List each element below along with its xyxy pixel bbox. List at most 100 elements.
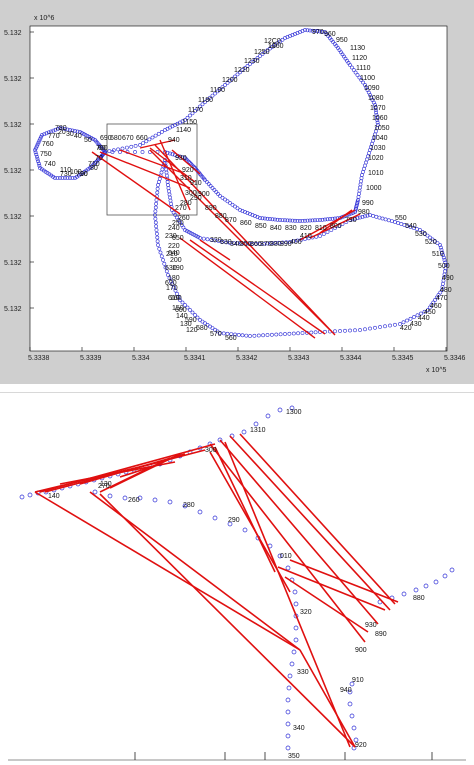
trajectory-point [298, 30, 302, 34]
trajectory-point [33, 148, 37, 152]
trajectory-point [218, 87, 222, 92]
trajectory-point [361, 80, 366, 85]
trajectory-point [182, 503, 188, 509]
trajectory-point [201, 236, 206, 241]
zoom-point-label: 140 [48, 493, 60, 500]
point-label: 200 [170, 257, 182, 264]
trajectory-point [293, 637, 299, 643]
trajectory-point [285, 709, 291, 715]
trajectory-point [441, 253, 445, 257]
zoom-point-label: 290 [228, 517, 240, 524]
trajectory-point [349, 65, 354, 70]
point-label: 790 [345, 217, 357, 224]
zoom-point-label: 280 [183, 502, 195, 509]
connection-line [99, 493, 356, 748]
point-label: 1000 [366, 185, 382, 192]
point-label: 510 [432, 251, 444, 258]
trajectory-point [244, 333, 249, 338]
trajectory-point [270, 44, 275, 49]
point-label: 370 [260, 241, 272, 248]
trajectory-point [325, 230, 330, 234]
trajectory-point [443, 260, 448, 265]
point-label: 100 [70, 169, 82, 176]
trajectory-point [155, 186, 160, 191]
trajectory-point [353, 737, 359, 743]
point-label: 620 [165, 280, 177, 287]
point-label: 40 [74, 133, 82, 140]
trajectory-point [422, 309, 427, 314]
trajectory-point [293, 218, 297, 223]
trajectory-point [205, 98, 210, 102]
connection-line [209, 443, 366, 643]
point-label: 470 [436, 295, 448, 302]
point-label: 270 [175, 205, 187, 212]
trajectory-point [246, 241, 251, 246]
trajectory-point [368, 326, 372, 331]
trajectory-point [278, 39, 282, 44]
point-label: 760 [42, 141, 54, 148]
trajectory-point [200, 319, 205, 324]
trajectory-point [360, 214, 365, 219]
trajectory-point [353, 216, 357, 221]
connection-line [277, 566, 386, 611]
point-label: 10 [268, 43, 276, 50]
connection-line [109, 453, 181, 489]
trajectory-point [347, 689, 353, 695]
trajectory-point [295, 218, 300, 223]
trajectory-point [310, 218, 315, 223]
point-label: 610 [168, 295, 180, 302]
y-tick-label: 5.132 [4, 30, 22, 37]
trajectory-point [343, 328, 347, 333]
trajectory-point [305, 218, 310, 223]
trajectory-point [153, 133, 158, 138]
connection-line [284, 576, 369, 633]
trajectory-point [363, 327, 367, 332]
trajectory-point [49, 129, 53, 134]
trajectory-point [141, 141, 146, 146]
trajectory-point [68, 176, 72, 180]
trajectory-point [158, 250, 163, 255]
trajectory-point [229, 332, 234, 337]
trajectory-point [289, 661, 295, 667]
trajectory-point [375, 120, 380, 125]
point-label: 730 [60, 171, 72, 178]
trajectory-point [285, 35, 290, 39]
connection-line [171, 149, 201, 175]
trajectory-point [75, 129, 80, 134]
point-label: 1170 [188, 107, 203, 114]
trajectory-point [153, 220, 158, 225]
trajectory-point [156, 131, 161, 136]
point-label: 890 [205, 205, 217, 212]
trajectory-point [195, 315, 200, 320]
connection-line [199, 239, 231, 261]
trajectory-point [228, 241, 232, 245]
trajectory-point [388, 323, 392, 328]
trajectory-point [300, 29, 305, 33]
point-label: 1230 [244, 58, 260, 65]
x-tick-label: 5.3341 [184, 355, 206, 362]
point-label: 320 [210, 237, 222, 244]
trajectory-point [423, 583, 429, 589]
trajectory-point [40, 167, 44, 172]
trajectory-point [260, 216, 265, 221]
trajectory-point [433, 579, 439, 585]
trajectory-point [351, 68, 356, 72]
trajectory-point [373, 103, 377, 107]
trajectory-point [248, 212, 252, 216]
trajectory-point [221, 331, 226, 336]
trajectory-point [374, 110, 379, 115]
point-label: 1180 [198, 97, 213, 104]
point-label: 1130 [350, 45, 365, 52]
trajectory-point [449, 567, 455, 573]
trajectory-point [405, 318, 409, 323]
point-label: 12C0 [264, 38, 281, 45]
trajectory-point [235, 241, 240, 246]
trajectory-point [195, 106, 200, 111]
trajectory-point [338, 329, 342, 333]
trajectory-point [154, 198, 159, 202]
connection-line [224, 441, 351, 748]
trajectory-point [408, 316, 413, 321]
x-exponent-label: x 10^5 [426, 367, 447, 374]
trajectory-point [442, 573, 448, 579]
trajectory-point [285, 745, 291, 751]
